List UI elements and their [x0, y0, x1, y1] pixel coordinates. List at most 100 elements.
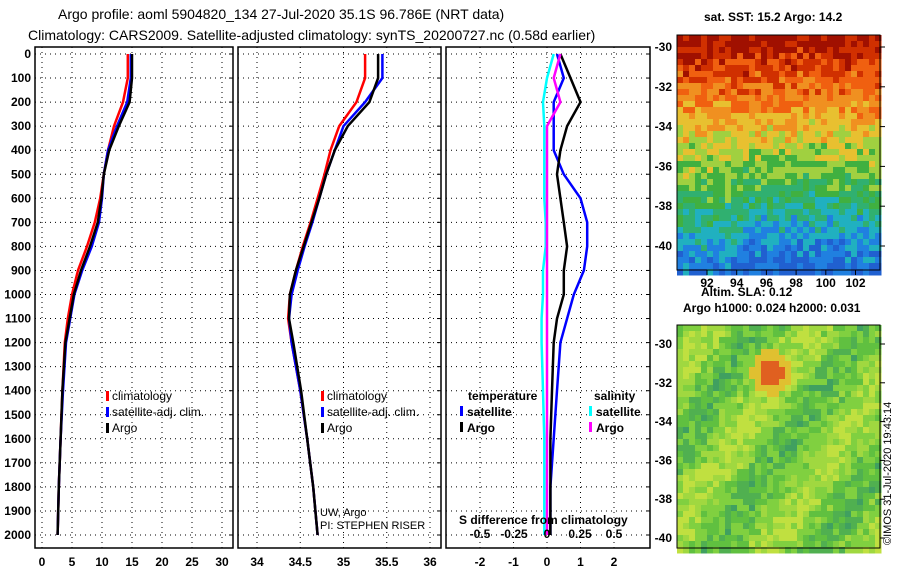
map-cell — [821, 65, 828, 72]
map-cell — [731, 209, 738, 216]
map-cell — [845, 269, 852, 276]
map-cell — [725, 179, 732, 186]
map-cell — [875, 421, 882, 428]
map-cell — [677, 59, 684, 66]
map-cell — [827, 269, 834, 276]
map-cell — [719, 361, 726, 368]
map-cell — [797, 457, 804, 464]
map-cell — [827, 191, 834, 198]
map-cell — [797, 245, 804, 252]
map-cell — [869, 547, 876, 554]
map-cell — [803, 47, 810, 54]
map-cell — [725, 167, 732, 174]
map-cell — [743, 535, 750, 542]
map-cell — [821, 119, 828, 126]
map-cell — [839, 427, 846, 434]
map-cell — [683, 481, 690, 488]
map-cell — [839, 71, 846, 78]
map-cell — [683, 227, 690, 234]
depth-tick-label: 300 — [11, 119, 31, 133]
map-cell — [863, 361, 870, 368]
map-cell — [797, 403, 804, 410]
map-cell — [827, 361, 834, 368]
map-cell — [803, 227, 810, 234]
map-cell — [791, 209, 798, 216]
map-cell — [707, 149, 714, 156]
map-cell — [791, 457, 798, 464]
map-cell — [815, 155, 822, 162]
map-cell — [785, 445, 792, 452]
map-cell — [731, 215, 738, 222]
map-cell — [869, 137, 876, 144]
map-cell — [719, 215, 726, 222]
map-cell — [761, 523, 768, 530]
map-cell — [725, 203, 732, 210]
map-cell — [839, 481, 846, 488]
map-cell — [827, 209, 834, 216]
map-cell — [701, 463, 708, 470]
map-cell — [719, 179, 726, 186]
map-cell — [803, 355, 810, 362]
map-cell — [869, 191, 876, 198]
map-cell — [701, 445, 708, 452]
map-cell — [791, 149, 798, 156]
x-tick-label: 0 — [544, 555, 551, 569]
map-cell — [833, 493, 840, 500]
map-cell — [839, 41, 846, 48]
map-cell — [725, 101, 732, 108]
map-cell — [749, 113, 756, 120]
map-cell — [785, 337, 792, 344]
map-cell — [749, 421, 756, 428]
map-cell — [683, 547, 690, 554]
sst-lon-label: 102 — [845, 276, 865, 290]
map-cell — [839, 367, 846, 374]
map-cell — [767, 505, 774, 512]
map-cell — [851, 89, 858, 96]
map-cell — [827, 547, 834, 554]
map-cell — [779, 517, 786, 524]
map-cell — [815, 445, 822, 452]
map-cell — [737, 499, 744, 506]
map-cell — [869, 131, 876, 138]
map-cell — [755, 397, 762, 404]
title-line-2: Climatology: CARS2009. Satellite-adjuste… — [28, 27, 596, 43]
map-cell — [875, 203, 882, 210]
map-cell — [755, 227, 762, 234]
depth-tick-label: 600 — [11, 191, 31, 205]
map-cell — [755, 409, 762, 416]
map-cell — [707, 535, 714, 542]
map-cell — [719, 77, 726, 84]
map-cell — [731, 185, 738, 192]
map-cell — [791, 113, 798, 120]
map-cell — [821, 197, 828, 204]
map-cell — [725, 511, 732, 518]
map-cell — [869, 119, 876, 126]
map-cell — [743, 251, 750, 258]
map-cell — [791, 547, 798, 554]
map-cell — [821, 457, 828, 464]
map-cell — [869, 397, 876, 404]
map-cell — [731, 415, 738, 422]
map-cell — [851, 379, 858, 386]
map-cell — [683, 349, 690, 356]
map-cell — [689, 439, 696, 446]
map-cell — [677, 245, 684, 252]
map-cell — [737, 445, 744, 452]
map-cell — [797, 251, 804, 258]
map-cell — [779, 361, 786, 368]
map-cell — [743, 47, 750, 54]
map-cell — [683, 493, 690, 500]
map-cell — [827, 155, 834, 162]
map-cell — [749, 517, 756, 524]
map-cell — [797, 77, 804, 84]
map-cell — [773, 433, 780, 440]
map-cell — [701, 529, 708, 536]
map-cell — [797, 535, 804, 542]
map-cell — [827, 185, 834, 192]
map-cell — [803, 439, 810, 446]
x-tick-label: 15 — [125, 555, 139, 569]
map-cell — [767, 517, 774, 524]
map-cell — [719, 415, 726, 422]
map-cell — [737, 59, 744, 66]
map-cell — [761, 95, 768, 102]
